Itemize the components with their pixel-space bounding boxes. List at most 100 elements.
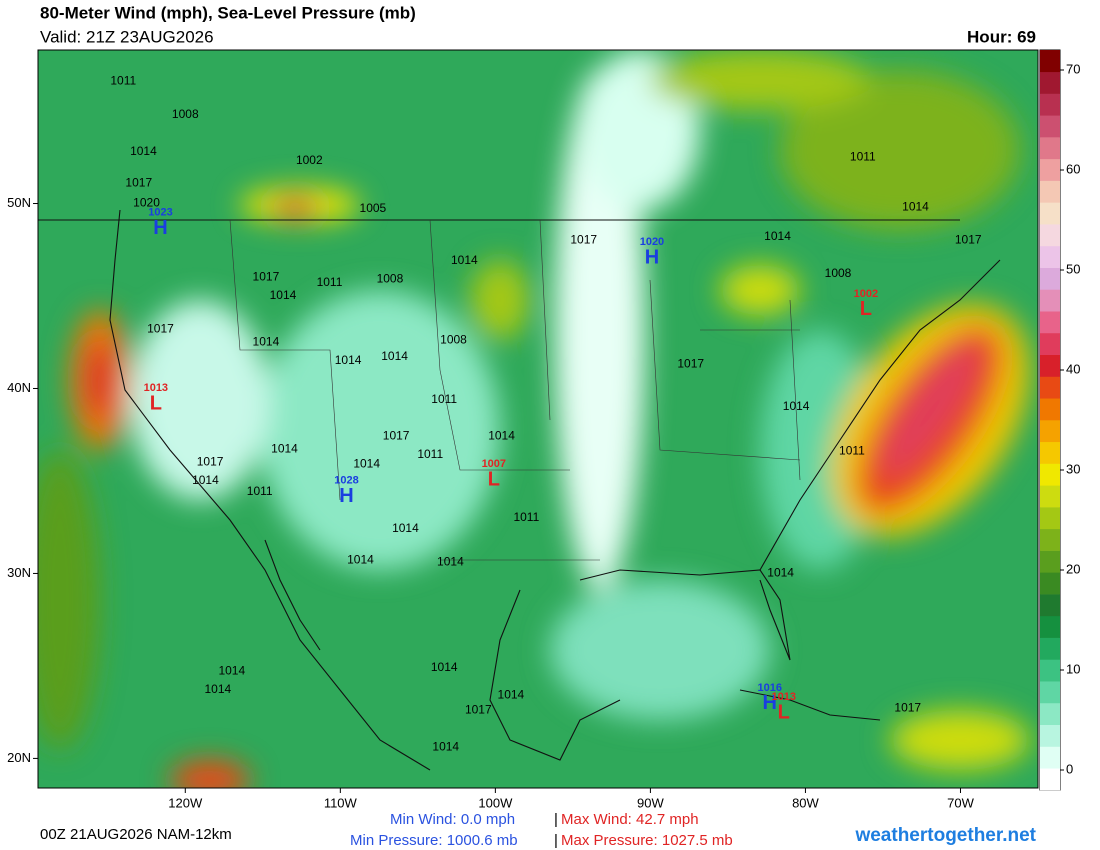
colorbar-tick-label: 40 [1066,361,1080,376]
colorbar-swatch [1040,485,1060,508]
colorbar-swatch [1040,702,1060,726]
isobar-label: 1014 [392,521,419,535]
max-pressure: Max Pressure: 1027.5 mb [561,832,733,849]
map-frame [37,49,1039,789]
isobar-label: 1011 [431,392,457,406]
isobar-label: 1014 [381,349,408,363]
max-wind: Max Wind: 42.7 mph [561,811,699,828]
isobar-label: 1014 [270,288,297,302]
x-tick-label: 90W [637,795,664,810]
x-tick-label: 110W [324,795,358,810]
model-run: 00Z 21AUG2026 NAM-12km [40,826,232,843]
separator: | [554,832,558,849]
colorbar-tick-label: 20 [1066,561,1080,576]
isobar-label: 1008 [825,266,852,280]
forecast-hour: Hour: 69 [967,27,1036,46]
colorbar-swatch [1040,746,1060,769]
colorbar-swatch [1040,224,1060,247]
isobar-label: 1017 [465,702,492,716]
isobar-label: 1014 [431,660,458,674]
isobar-label: 1017 [125,175,152,189]
colorbar-swatch [1040,420,1060,443]
isobar-label: 1014 [488,429,515,443]
isobar-label: 1014 [764,229,791,243]
colorbar-swatch [1040,594,1060,617]
pressure-center-value: 1013 [771,691,795,703]
colorbar-swatch [1040,93,1060,116]
isobar-label: 1008 [377,272,404,286]
colorbar-swatch [1040,615,1060,638]
colorbar-swatch [1040,311,1060,334]
min-wind: Min Wind: 0.0 mph [390,811,515,828]
colorbar-swatch [1040,528,1060,551]
y-tick-label: 50N [7,195,31,210]
isobar-label: 1014 [204,682,231,696]
isobar-label: 1011 [110,74,136,88]
y-tick-label: 40N [7,380,31,395]
isobar-label: 1017 [147,321,174,335]
x-tick-label: 100W [478,795,513,810]
wind-field [38,50,1038,788]
isobar-label: 1017 [570,233,597,247]
isobar-label: 1002 [296,153,323,167]
isobar-label: 1014 [335,353,362,367]
colorbar-swatch [1040,768,1060,791]
pressure-center-symbol: H [645,246,659,268]
isobar-label: 1014 [353,456,380,470]
isobar-label: 1014 [437,555,464,569]
x-tick-label: 70W [947,795,974,810]
isobar-label: 1008 [440,333,467,347]
isobar-label: 1014 [253,334,280,348]
y-tick-label: 20N [7,750,31,765]
colorbar-swatch [1040,354,1060,377]
colorbar-swatch [1040,332,1060,356]
colorbar-swatch [1040,376,1060,399]
colorbar-swatch [1040,637,1060,660]
isobar-label: 1020 [133,196,160,210]
pressure-center-symbol: H [153,217,167,239]
isobar-label: 1017 [677,357,704,371]
colorbar-swatch [1040,71,1060,94]
isobar-label: 1017 [197,455,224,469]
separator: | [554,811,558,828]
colorbar-swatch [1040,202,1060,225]
valid-time: Valid: 21Z 23AUG2026 [40,27,214,46]
isobar-label: 1011 [513,510,539,524]
pressure-center-value: 1016 [758,682,782,694]
min-pressure: Min Pressure: 1000.6 mb [350,832,518,849]
colorbar-swatch [1040,180,1060,203]
colorbar-swatch [1040,681,1060,704]
x-tick-label: 120W [168,795,203,810]
pressure-center-value: 1020 [640,236,664,248]
isobar-label: 1014 [498,688,525,702]
colorbar-swatch [1040,289,1060,312]
colorbar-swatch [1040,267,1060,290]
colorbar-swatch [1040,441,1060,464]
source-link[interactable]: weathertogether.net [854,825,1036,846]
pressure-center-value: 1002 [854,288,878,300]
isobar-label: 1014 [347,553,374,567]
colorbar-tick-label: 60 [1066,161,1080,176]
pressure-center-symbol: H [763,692,777,714]
pressure-center-value: 1023 [148,206,172,218]
colorbar-swatch [1040,659,1060,682]
isobar-label: 1014 [451,253,478,267]
isobar-label: 1014 [432,739,459,753]
isobar-label: 1017 [955,233,982,247]
colorbar-swatch [1040,572,1060,595]
isobar-label: 1014 [130,144,157,158]
isobar-label: 1017 [383,429,410,443]
colorbar-tick-label: 30 [1066,461,1080,476]
pressure-center-symbol: L [778,701,790,723]
isobar-label: 1011 [417,447,443,461]
colorbar-tick-label: 50 [1066,261,1080,276]
colorbar-swatch [1040,137,1060,160]
colorbar-swatch [1040,463,1060,486]
isobar-label: 1011 [850,149,876,163]
y-tick-label: 30N [7,565,31,580]
isobar-label: 1005 [360,201,387,215]
colorbar-tick-label: 70 [1066,61,1080,76]
colorbar-swatch [1040,724,1060,747]
isobar-label: 1014 [192,473,219,487]
pressure-center-symbol: L [150,393,162,415]
